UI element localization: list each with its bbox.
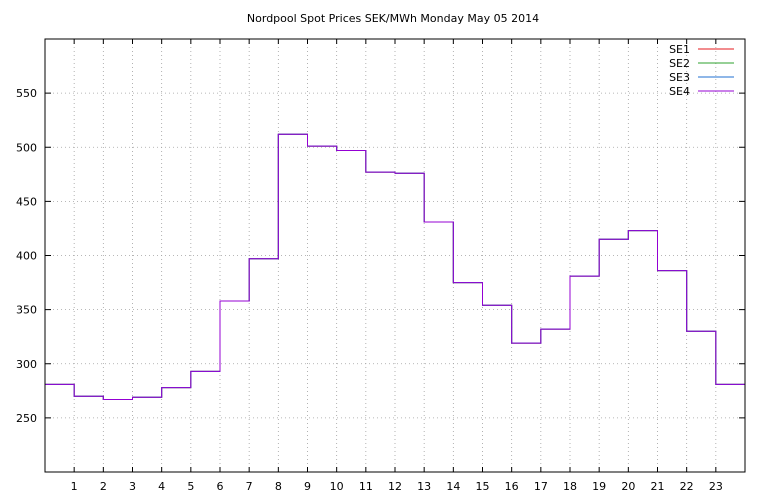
- y-tick-label: 300: [16, 358, 37, 371]
- x-tick-label: 9: [304, 480, 311, 493]
- y-tick-label: 550: [16, 87, 37, 100]
- x-tick-label: 16: [505, 480, 519, 493]
- x-tick-label: 22: [680, 480, 694, 493]
- x-tick-label: 4: [158, 480, 165, 493]
- x-tick-label: 6: [217, 480, 224, 493]
- legend-label-se2: SE2: [669, 57, 690, 70]
- x-tick-label: 1: [71, 480, 78, 493]
- legend-label-se4: SE4: [669, 85, 690, 98]
- y-tick-label: 400: [16, 250, 37, 263]
- x-tick-label: 12: [388, 480, 402, 493]
- x-tick-label: 5: [187, 480, 194, 493]
- x-tick-label: 21: [651, 480, 665, 493]
- plot-area-border: [44, 38, 746, 473]
- grid-layer: [45, 39, 745, 472]
- x-tick-label: 10: [330, 480, 344, 493]
- x-tick-label: 19: [592, 480, 606, 493]
- x-tick-label: 7: [246, 480, 253, 493]
- legend-label-se3: SE3: [669, 71, 690, 84]
- x-tick-label: 14: [446, 480, 460, 493]
- x-tick-label: 18: [563, 480, 577, 493]
- y-tick-label: 500: [16, 141, 37, 154]
- x-tick-label: 8: [275, 480, 282, 493]
- x-tick-label: 13: [417, 480, 431, 493]
- y-tick-label: 450: [16, 195, 37, 208]
- series-layer: [45, 133, 745, 400]
- legend-label-se1: SE1: [669, 43, 690, 56]
- y-tick-label: 350: [16, 304, 37, 317]
- x-tick-label: 2: [100, 480, 107, 493]
- x-tick-label: 20: [621, 480, 635, 493]
- tick-layer: 1 2 3 4 5 6 7 8 9 10 11 12 13 14 15 16 17 18 19 20 21 22 23250…: [16, 39, 745, 493]
- x-tick-label: 17: [534, 480, 548, 493]
- x-tick-label: 3: [129, 480, 136, 493]
- series-line-se4: [45, 133, 745, 400]
- y-tick-label: 250: [16, 412, 37, 425]
- chart-title: Nordpool Spot Prices SEK/MWh Monday May …: [247, 12, 539, 25]
- x-tick-label: 15: [476, 480, 490, 493]
- x-tick-label: 23: [709, 480, 723, 493]
- x-tick-label: 11: [359, 480, 373, 493]
